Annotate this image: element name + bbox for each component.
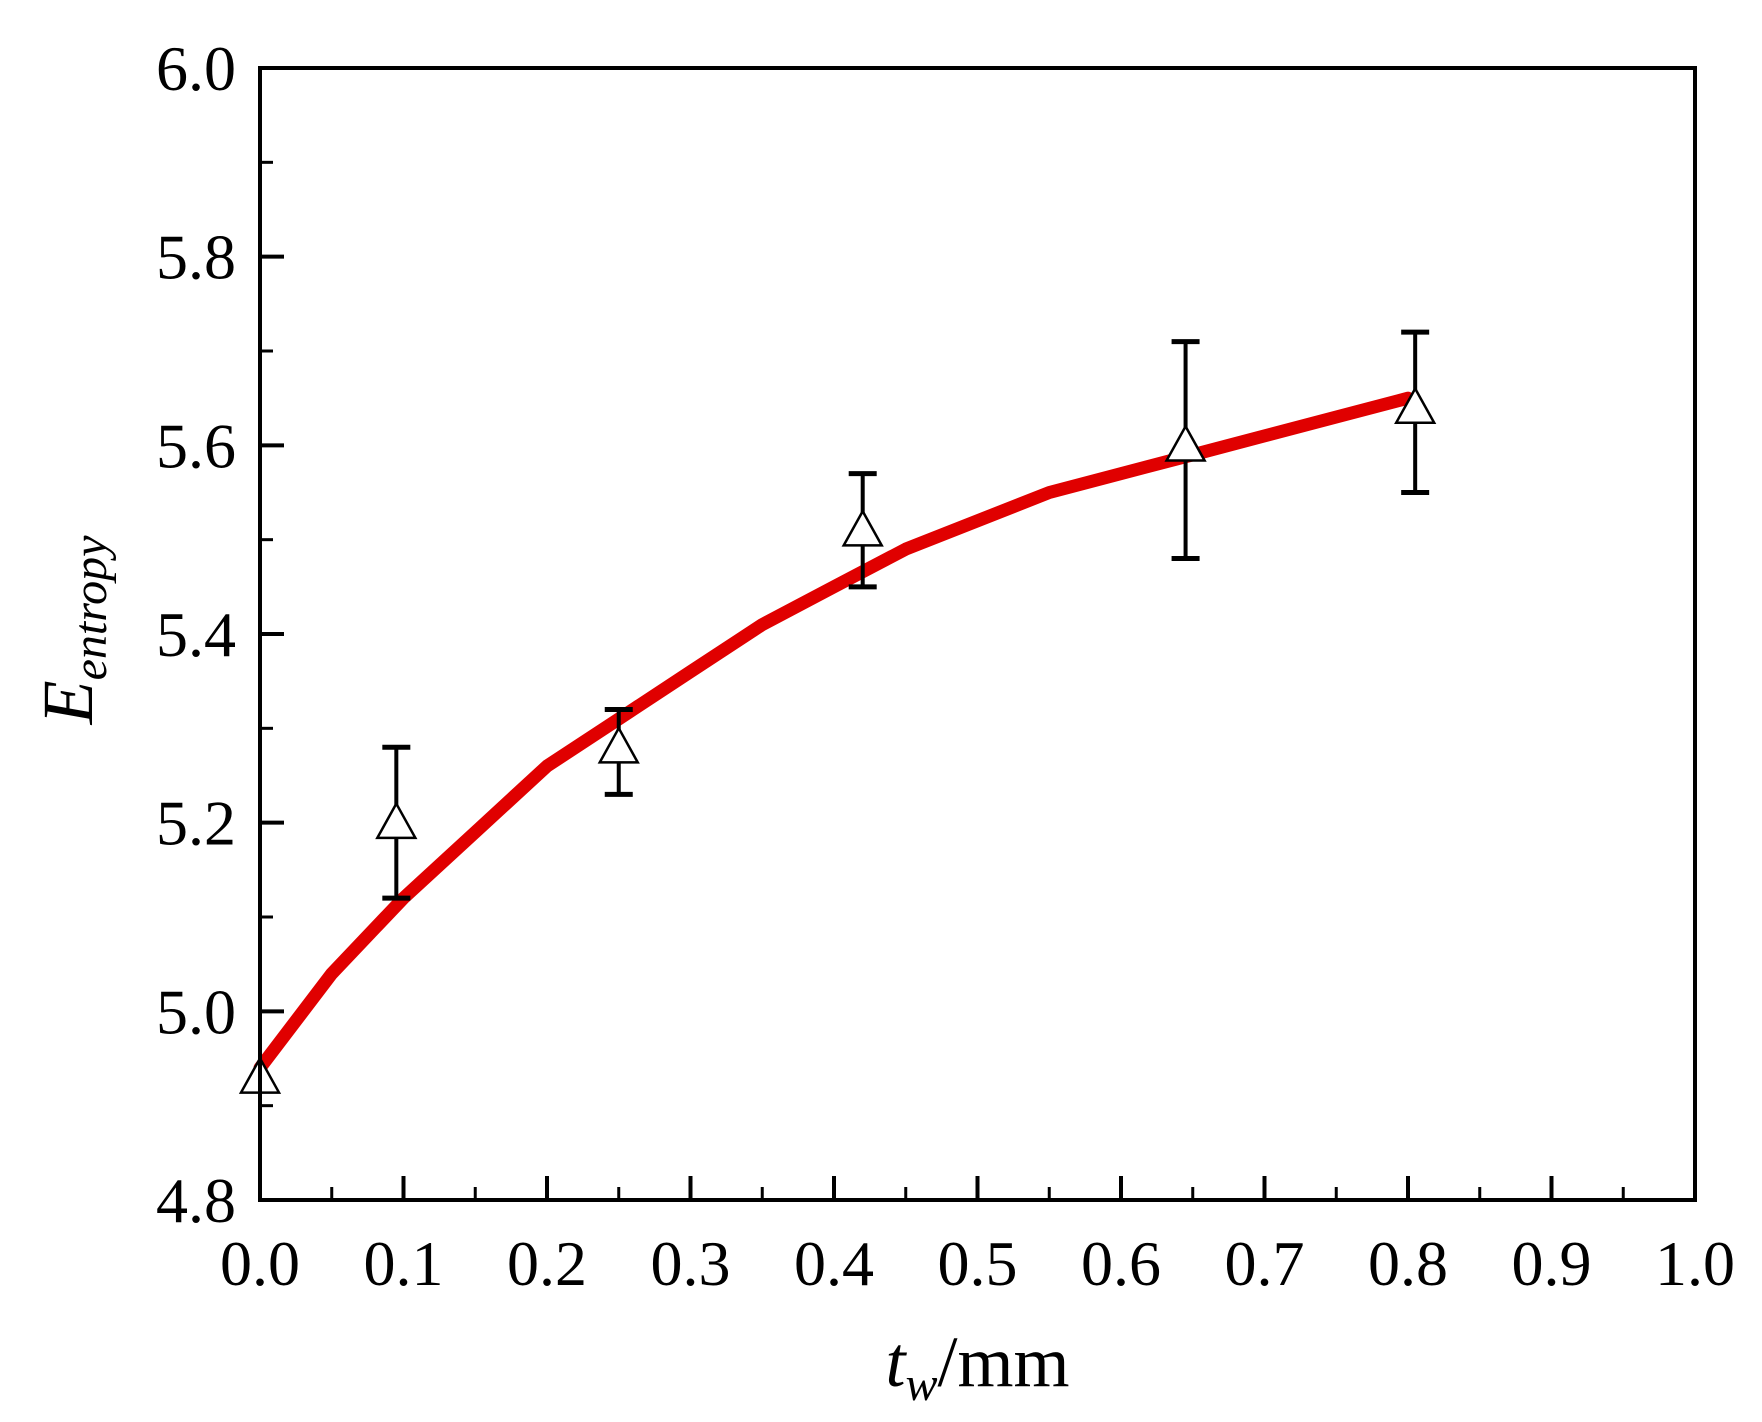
x-tick-label: 0.5: [938, 1228, 1018, 1299]
x-axis-title-unit: /mm: [938, 1322, 1070, 1402]
plot-frame: [258, 66, 1697, 1202]
x-tick-label: 0.3: [651, 1228, 731, 1299]
x-axis-title-sub: w: [905, 1358, 937, 1411]
x-tick-label: 0.0: [220, 1228, 300, 1299]
x-tick-label: 0.7: [1225, 1228, 1305, 1299]
x-tick-label: 0.2: [507, 1228, 587, 1299]
x-tick-label: 1.0: [1655, 1228, 1735, 1299]
error-bars-layer: [382, 329, 1430, 901]
fit-curve-layer: [253, 391, 1415, 1075]
y-tick-label: 5.4: [156, 599, 236, 670]
x-axis-title-main: t: [885, 1322, 907, 1402]
data-point: [597, 725, 640, 764]
y-tick-label: 5.8: [156, 222, 236, 293]
y-tick-label: 5.2: [156, 788, 236, 859]
x-tick-label: 0.8: [1368, 1228, 1448, 1299]
fit-curve: [253, 391, 1415, 1075]
y-tick-label: 5.0: [156, 976, 236, 1047]
x-tick-label: 0.6: [1081, 1228, 1161, 1299]
data-point: [375, 801, 418, 840]
data-point: [1164, 423, 1207, 462]
tick-labels-layer: 0.0 0.1 0.2 0.3 0.4 0.5 0.6 0.7 0.8 0.9 1.0 4.8 5.0 5…: [156, 33, 1735, 1299]
ticks-layer: [258, 66, 1697, 1202]
y-tick-label: 4.8: [156, 1165, 236, 1236]
data-point: [841, 508, 884, 547]
y-tick-label: 5.6: [156, 410, 236, 481]
x-tick-label: 0.1: [364, 1228, 444, 1299]
data-point: [1394, 386, 1437, 425]
y-axis-title: Eentropy: [28, 535, 117, 726]
x-tick-label: 0.4: [794, 1228, 874, 1299]
x-tick-label: 0.9: [1512, 1228, 1592, 1299]
y-axis-title-sub: entropy: [64, 535, 117, 681]
y-tick-label: 6.0: [156, 33, 236, 104]
markers-layer: [238, 386, 1437, 1094]
y-axis-title-main: E: [28, 680, 108, 725]
x-axis-title: tw/mm: [885, 1322, 1069, 1411]
